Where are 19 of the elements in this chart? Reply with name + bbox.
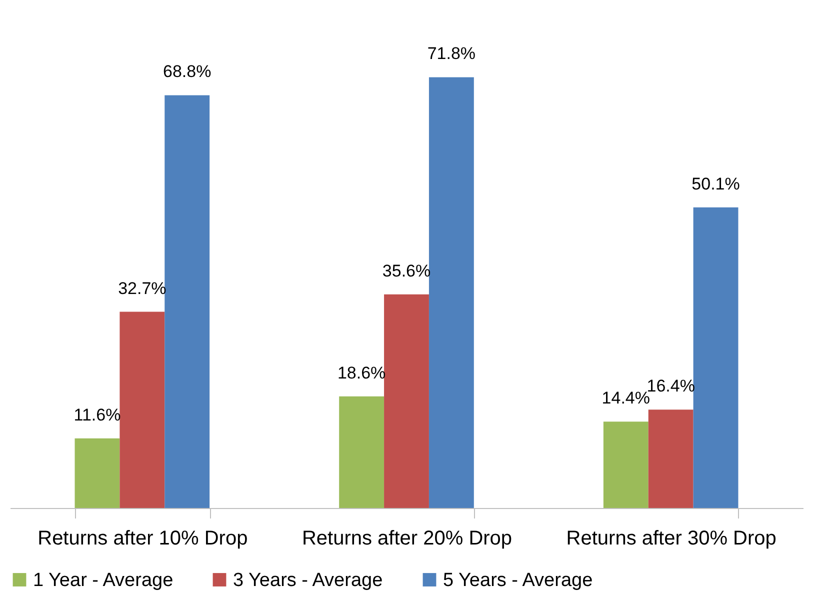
x-tick-label: Returns after 20% Drop — [302, 528, 512, 550]
bar — [428, 77, 474, 508]
data-label: 68.8% — [163, 62, 212, 82]
legend-label: 5 Years - Average — [443, 570, 593, 591]
bar — [164, 95, 210, 508]
bar — [74, 438, 120, 508]
x-tick-label: Returns after 30% Drop — [566, 528, 776, 550]
data-label: 14.4% — [602, 388, 650, 408]
data-label: 50.1% — [692, 174, 740, 194]
bar — [603, 422, 648, 508]
bar — [648, 410, 694, 508]
x-tick-label: Returns after 10% Drop — [38, 528, 248, 550]
bar — [384, 294, 429, 508]
legend-label: 3 Years - Average — [233, 570, 383, 591]
bar — [120, 312, 165, 508]
bar — [693, 207, 738, 508]
data-label: 71.8% — [427, 44, 476, 64]
bar — [339, 396, 384, 508]
legend-label: 1 Year - Average — [33, 570, 174, 591]
